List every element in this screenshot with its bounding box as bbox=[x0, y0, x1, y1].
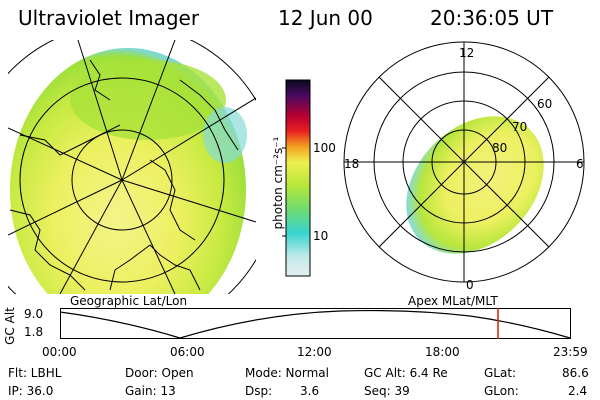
info-gain: Gain: 13 bbox=[125, 384, 176, 398]
info-gc-alt: GC Alt: 6.4 Re bbox=[364, 366, 448, 380]
observation-date: 12 Jun 00 bbox=[278, 6, 373, 30]
colorbar-unit-label: photon cm⁻²s⁻¹ bbox=[271, 136, 285, 230]
mlat-label-70: 70 bbox=[512, 120, 528, 134]
info-glat-value: 86.6 bbox=[562, 366, 589, 380]
colorbar-tick-10: 10 bbox=[313, 229, 329, 243]
altitude-curve bbox=[60, 309, 571, 339]
geographic-caption: Geographic Lat/Lon bbox=[70, 294, 188, 308]
info-filter: Flt: LBHL bbox=[8, 366, 62, 380]
mlat-label-80: 80 bbox=[492, 141, 508, 155]
timeline-xtick-1800: 18:00 bbox=[425, 345, 460, 359]
timeline-xtick-1200: 12:00 bbox=[297, 345, 332, 359]
timeline-axis-label: GC Alt bbox=[2, 307, 17, 345]
info-glon-value: 2.4 bbox=[568, 384, 588, 398]
info-ip: IP: 36.0 bbox=[8, 384, 54, 398]
colorbar bbox=[282, 79, 311, 277]
timeline-ytick-9: 9.0 bbox=[24, 307, 44, 321]
lat-lon-grid bbox=[8, 40, 256, 294]
mlt-label-6: 6 bbox=[576, 157, 584, 171]
mlt-label-12: 12 bbox=[459, 46, 475, 60]
apex-caption: Apex MLat/MLT bbox=[408, 294, 498, 308]
info-door: Door: Open bbox=[125, 366, 194, 380]
info-glat-label: GLat: bbox=[484, 366, 517, 380]
info-dsp-value: 3.6 bbox=[300, 384, 320, 398]
geographic-image bbox=[8, 40, 256, 294]
polar-grid bbox=[343, 41, 585, 283]
colorbar-gradient bbox=[285, 79, 311, 277]
observation-time: 20:36:05 UT bbox=[430, 6, 554, 30]
mlat-label-60: 60 bbox=[537, 97, 553, 111]
info-mode: Mode: Normal bbox=[245, 366, 329, 380]
timeline-xtick-0000: 00:00 bbox=[42, 345, 77, 359]
info-seq: Seq: 39 bbox=[364, 384, 410, 398]
altitude-timeline bbox=[60, 308, 571, 339]
info-dsp-label: Dsp: bbox=[245, 384, 273, 398]
mlt-label-18: 18 bbox=[344, 157, 360, 171]
timeline-xtick-0600: 06:00 bbox=[170, 345, 205, 359]
timeline-ytick-1.8: 1.8 bbox=[24, 325, 44, 339]
colorbar-tick-100: 100 bbox=[313, 141, 336, 155]
apex-polar-plot bbox=[343, 41, 585, 283]
instrument-title: Ultraviolet Imager bbox=[18, 6, 200, 30]
mlt-label-0: 0 bbox=[466, 278, 474, 292]
auroral-oval bbox=[406, 116, 544, 254]
timeline-xtick-2359: 23:59 bbox=[553, 345, 588, 359]
info-glon-label: GLon: bbox=[484, 384, 519, 398]
